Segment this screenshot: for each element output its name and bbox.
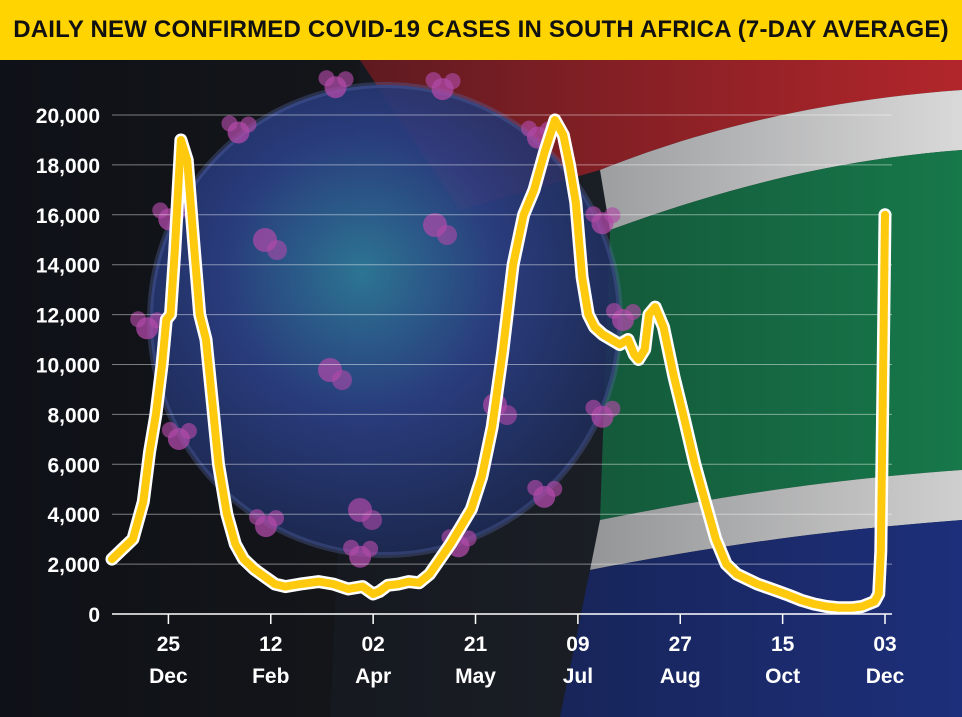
y-tick-label: 0 xyxy=(88,604,100,627)
series-cases xyxy=(105,113,892,615)
virus-spike xyxy=(221,115,257,144)
y-tick-label: 6,000 xyxy=(47,454,100,477)
y-axis-tick-labels: 0 2,000 4,000 6,000 8,000 10,000 12,000 14,000 1… xyxy=(36,105,100,627)
virus-spike xyxy=(606,303,641,331)
virus-spike xyxy=(348,498,382,530)
x-tick-month: May xyxy=(455,665,496,688)
x-tick-day: 25 xyxy=(157,633,181,656)
x-tick-month: Apr xyxy=(355,665,391,688)
x-tick-month: Aug xyxy=(660,665,701,688)
virus-spike xyxy=(249,509,284,538)
chart-title: DAILY NEW CONFIRMED COVID-19 CASES IN SO… xyxy=(13,16,949,43)
virus-spike xyxy=(423,213,457,245)
virus-body xyxy=(150,85,620,555)
chart-title-bar: DAILY NEW CONFIRMED COVID-19 CASES IN SO… xyxy=(0,0,962,60)
y-tick-label: 14,000 xyxy=(36,255,100,278)
x-tick-day: 02 xyxy=(361,633,384,656)
x-tick-month: Dec xyxy=(149,665,188,688)
y-tick-label: 16,000 xyxy=(36,205,100,228)
y-tick-label: 12,000 xyxy=(36,305,100,328)
x-tick-month: Feb xyxy=(252,665,289,688)
chart-canvas: 0 2,000 4,000 6,000 8,000 10,000 12,000 14,000 1… xyxy=(0,60,962,717)
series-line xyxy=(108,116,889,612)
y-tick-label: 20,000 xyxy=(36,105,100,128)
virus-spike xyxy=(318,358,352,390)
virus-spike xyxy=(253,228,287,260)
virus-spike xyxy=(585,206,621,235)
virus-spike xyxy=(425,72,461,101)
virus-spike xyxy=(527,479,563,508)
virus-spike xyxy=(585,399,621,428)
x-tick-day: 12 xyxy=(259,633,282,656)
coronavirus-particle-illustration xyxy=(130,70,641,568)
x-tick-day: 03 xyxy=(873,633,896,656)
virus-spike xyxy=(318,70,354,99)
x-tick-month: Oct xyxy=(765,665,800,688)
x-tick-day: 15 xyxy=(771,633,795,656)
x-tick-month: Dec xyxy=(866,665,905,688)
y-tick-label: 10,000 xyxy=(36,355,100,378)
virus-spike xyxy=(343,539,379,568)
virus-spike xyxy=(161,422,197,450)
y-tick-label: 18,000 xyxy=(36,155,100,178)
x-tick-day: 27 xyxy=(669,633,692,656)
y-tick-label: 2,000 xyxy=(47,554,100,577)
y-tick-label: 4,000 xyxy=(47,504,100,527)
x-axis-ticks: 25 Dec 12 Feb 02 Apr 21 May 09 Jul 27 Aug 15 Oct 03 Dec xyxy=(149,614,905,688)
x-tick-day: 21 xyxy=(464,633,488,656)
x-tick-month: Jul xyxy=(563,665,593,688)
background xyxy=(0,60,962,717)
y-tick-label: 8,000 xyxy=(47,404,100,427)
x-tick-day: 09 xyxy=(566,633,589,656)
